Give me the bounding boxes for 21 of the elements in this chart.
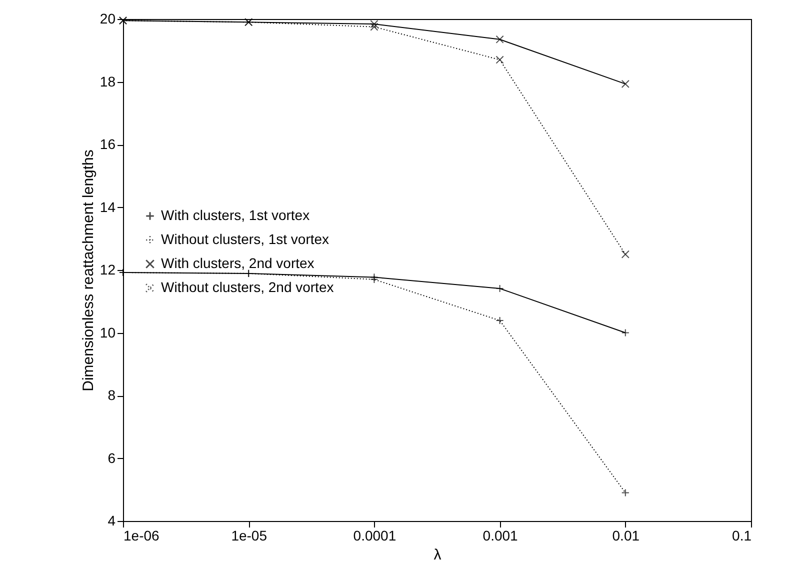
y-tick-label: 18: [100, 73, 116, 90]
x-tick-label: 0.01: [612, 528, 640, 544]
y-tick-label: 6: [108, 450, 116, 466]
y-axis-title: Dimensionless reattachment lengths: [80, 150, 97, 392]
legend-label: With clusters, 2nd vortex: [161, 255, 314, 271]
y-tick-label: 14: [100, 198, 116, 215]
y-tick-label: 10: [100, 324, 116, 340]
x-tick-label: 0.1: [732, 528, 752, 544]
x-tick-label: 0.001: [482, 528, 518, 544]
y-tick-label: 16: [100, 136, 116, 152]
legend-label: Without clusters, 2nd vortex: [161, 279, 334, 295]
x-axis-title: λ: [434, 546, 442, 561]
y-tick-label: 4: [108, 512, 116, 528]
y-tick-label: 8: [108, 387, 116, 403]
legend-label: Without clusters, 1st vortex: [161, 231, 330, 247]
x-tick-label: 1e-05: [231, 528, 268, 544]
y-tick-label: 20: [100, 10, 116, 26]
x-tick-label: 1e-06: [124, 528, 160, 544]
y-tick-label: 12: [100, 262, 116, 278]
legend-label: With clusters, 1st vortex: [161, 207, 310, 223]
x-tick-label: 0.0001: [353, 528, 396, 544]
